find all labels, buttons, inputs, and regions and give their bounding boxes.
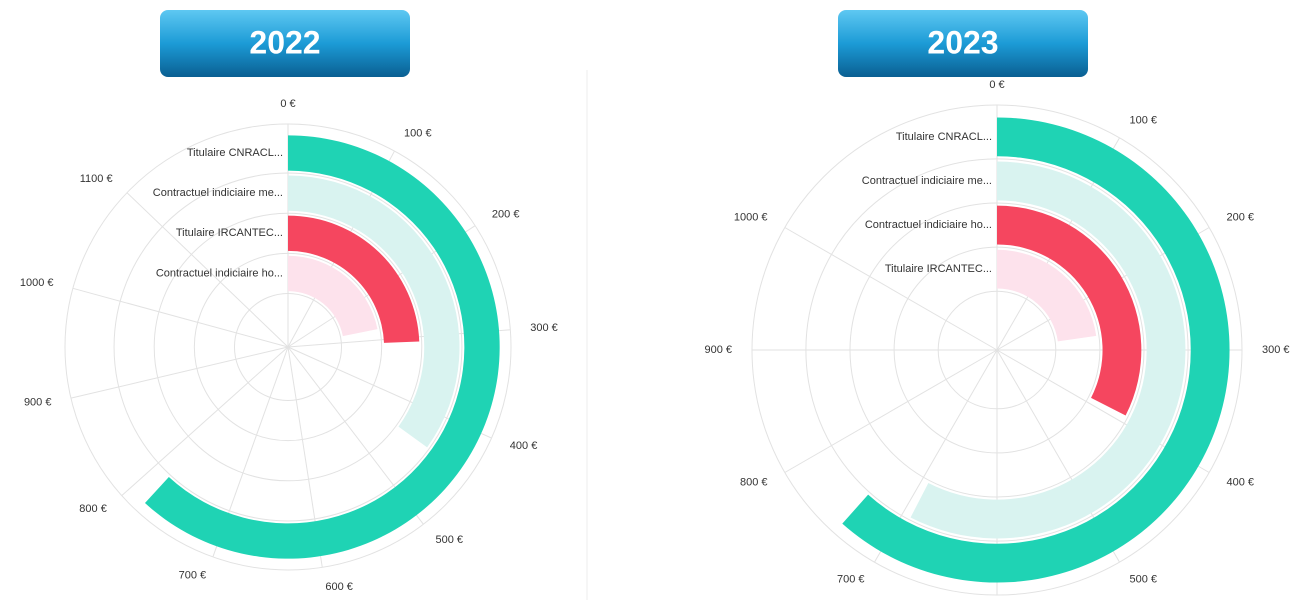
- category-label: Contractuel indiciaire ho...: [156, 267, 283, 279]
- tick-label: 1000 €: [20, 277, 54, 289]
- radial-bar: [997, 205, 1142, 416]
- tick-label: 100 €: [1130, 114, 1158, 126]
- tick-label: 1100 €: [80, 173, 113, 185]
- tick-label: 600 €: [325, 581, 353, 593]
- tick-label: 300 €: [530, 322, 558, 334]
- tick-label: 500 €: [435, 534, 463, 546]
- chart-title: 2023: [927, 24, 998, 60]
- category-label: Contractuel indiciaire me...: [153, 187, 283, 199]
- grid-spoke: [72, 287, 289, 348]
- tick-label: 200 €: [1226, 211, 1254, 223]
- tick-label: 700 €: [837, 573, 865, 585]
- category-label: Titulaire CNRACL...: [896, 131, 992, 143]
- grid-spoke: [70, 346, 289, 399]
- tick-label: 100 €: [404, 127, 432, 139]
- radial-bar: [288, 215, 420, 343]
- tick-label: 400 €: [1226, 476, 1254, 488]
- tick-label: 400 €: [510, 440, 538, 452]
- category-label: Titulaire CNRACL...: [187, 147, 283, 159]
- radial-bar: [842, 117, 1230, 583]
- grid-spoke: [126, 192, 289, 348]
- tick-label: 900 €: [704, 344, 732, 356]
- category-label: Titulaire IRCANTEC...: [176, 227, 283, 239]
- radial-bar: [997, 249, 1097, 342]
- tick-label: 200 €: [492, 209, 520, 221]
- grid-spoke: [784, 349, 998, 473]
- tick-label: 0 €: [280, 98, 295, 110]
- category-label: Contractuel indiciaire ho...: [865, 219, 992, 231]
- year-button: [160, 10, 410, 77]
- chart-title: 2022: [249, 24, 320, 60]
- grid-spoke: [121, 346, 289, 496]
- tick-label: 300 €: [1262, 344, 1290, 356]
- radial-bar: [144, 135, 500, 559]
- tick-label: 800 €: [740, 476, 768, 488]
- year-button: [838, 10, 1088, 77]
- radial-bar: [910, 161, 1186, 539]
- tick-label: 700 €: [179, 570, 207, 582]
- tick-label: 500 €: [1130, 573, 1158, 585]
- radial-bar: [288, 255, 378, 337]
- category-label: Titulaire IRCANTEC...: [885, 263, 992, 275]
- tick-label: 800 €: [79, 503, 107, 515]
- radial-bar: [288, 175, 460, 448]
- tick-label: 1000 €: [734, 211, 768, 223]
- tick-label: 0 €: [989, 79, 1004, 91]
- grid-spoke: [784, 227, 998, 351]
- category-label: Contractuel indiciaire me...: [862, 175, 992, 187]
- tick-label: 900 €: [24, 397, 52, 409]
